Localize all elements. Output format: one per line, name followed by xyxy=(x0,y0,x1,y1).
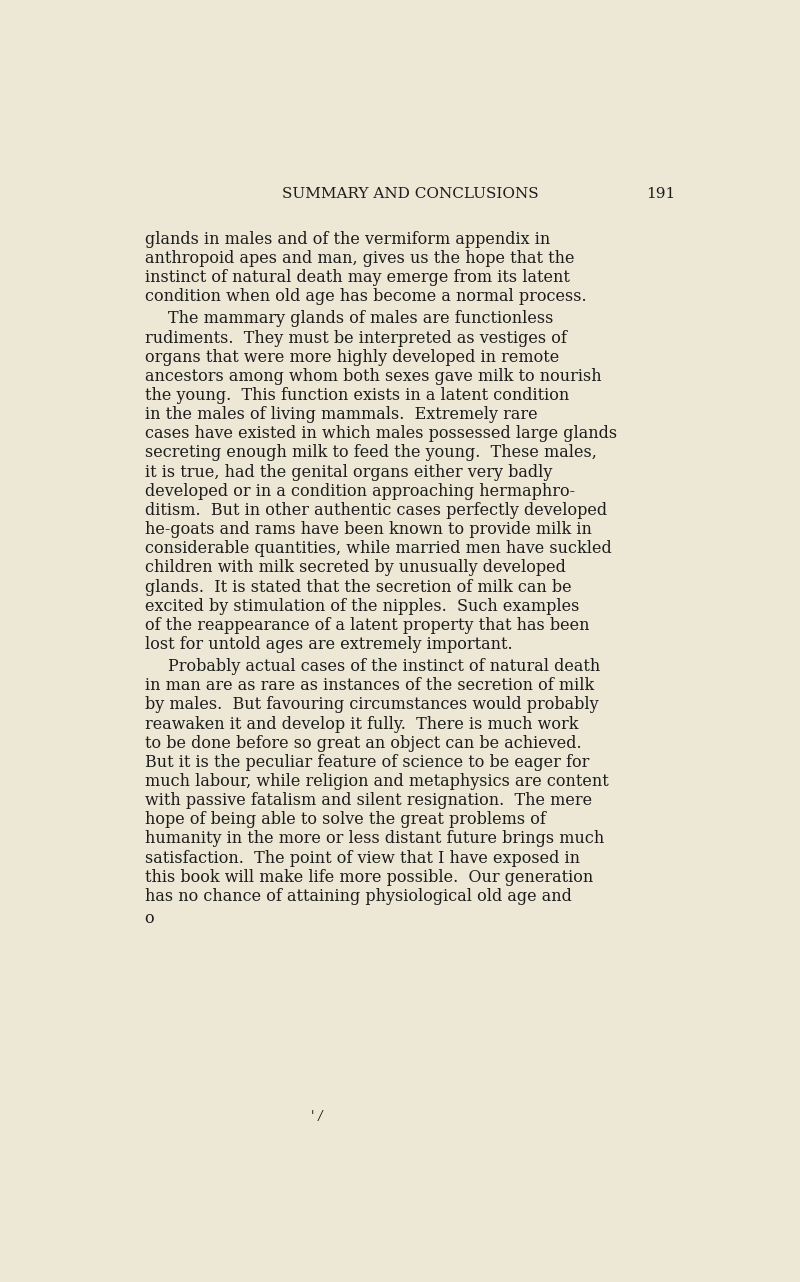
Text: humanity in the more or less distant future brings much: humanity in the more or less distant fut… xyxy=(145,831,604,847)
Text: glands.  It is stated that the secretion of milk can be: glands. It is stated that the secretion … xyxy=(145,578,571,596)
Text: children with milk secreted by unusually developed: children with milk secreted by unusually… xyxy=(145,559,566,577)
Text: instinct of natural death may emerge from its latent: instinct of natural death may emerge fro… xyxy=(145,269,570,286)
Text: Probably actual cases of the instinct of natural death: Probably actual cases of the instinct of… xyxy=(168,658,601,676)
Text: ' /: ' / xyxy=(310,1110,322,1123)
Text: has no chance of attaining physiological old age and: has no chance of attaining physiological… xyxy=(145,888,571,905)
Text: ditism.  But in other authentic cases perfectly developed: ditism. But in other authentic cases per… xyxy=(145,503,606,519)
Text: condition when old age has become a normal process.: condition when old age has become a norm… xyxy=(145,288,586,305)
Text: lost for untold ages are extremely important.: lost for untold ages are extremely impor… xyxy=(145,636,512,653)
Text: But it is the peculiar feature of science to be eager for: But it is the peculiar feature of scienc… xyxy=(145,754,589,770)
Text: of the reappearance of a latent property that has been: of the reappearance of a latent property… xyxy=(145,617,589,633)
Text: o: o xyxy=(145,910,154,927)
Text: to be done before so great an object can be achieved.: to be done before so great an object can… xyxy=(145,735,582,751)
Text: glands in males and of the vermiform appendix in: glands in males and of the vermiform app… xyxy=(145,231,550,247)
Text: developed or in a condition approaching hermaphro-: developed or in a condition approaching … xyxy=(145,483,574,500)
Text: rudiments.  They must be interpreted as vestiges of: rudiments. They must be interpreted as v… xyxy=(145,329,566,346)
Text: this book will make life more possible.  Our generation: this book will make life more possible. … xyxy=(145,869,593,886)
Text: he-goats and rams have been known to provide milk in: he-goats and rams have been known to pro… xyxy=(145,520,591,538)
Text: with passive fatalism and silent resignation.  The mere: with passive fatalism and silent resigna… xyxy=(145,792,592,809)
Text: much labour, while religion and metaphysics are content: much labour, while religion and metaphys… xyxy=(145,773,608,790)
Text: organs that were more highly developed in remote: organs that were more highly developed i… xyxy=(145,349,559,365)
Text: The mammary glands of males are functionless: The mammary glands of males are function… xyxy=(168,310,554,327)
Text: SUMMARY AND CONCLUSIONS: SUMMARY AND CONCLUSIONS xyxy=(282,187,538,201)
Text: considerable quantities, while married men have suckled: considerable quantities, while married m… xyxy=(145,540,611,558)
Text: in man are as rare as instances of the secretion of milk: in man are as rare as instances of the s… xyxy=(145,677,594,695)
Text: cases have existed in which males possessed large glands: cases have existed in which males posses… xyxy=(145,426,617,442)
Text: reawaken it and develop it fully.  There is much work: reawaken it and develop it fully. There … xyxy=(145,715,578,732)
Text: 191: 191 xyxy=(646,187,675,201)
Text: excited by stimulation of the nipples.  Such examples: excited by stimulation of the nipples. S… xyxy=(145,597,579,614)
Text: satisfaction.  The point of view that I have exposed in: satisfaction. The point of view that I h… xyxy=(145,850,580,867)
Text: it is true, had the genital organs either very badly: it is true, had the genital organs eithe… xyxy=(145,464,552,481)
Text: anthropoid apes and man, gives us the hope that the: anthropoid apes and man, gives us the ho… xyxy=(145,250,574,267)
Text: secreting enough milk to feed the young.  These males,: secreting enough milk to feed the young.… xyxy=(145,445,597,462)
Text: hope of being able to solve the great problems of: hope of being able to solve the great pr… xyxy=(145,812,546,828)
Text: by males.  But favouring circumstances would probably: by males. But favouring circumstances wo… xyxy=(145,696,598,713)
Text: the young.  This function exists in a latent condition: the young. This function exists in a lat… xyxy=(145,387,569,404)
Text: ancestors among whom both sexes gave milk to nourish: ancestors among whom both sexes gave mil… xyxy=(145,368,602,385)
Text: in the males of living mammals.  Extremely rare: in the males of living mammals. Extremel… xyxy=(145,406,538,423)
